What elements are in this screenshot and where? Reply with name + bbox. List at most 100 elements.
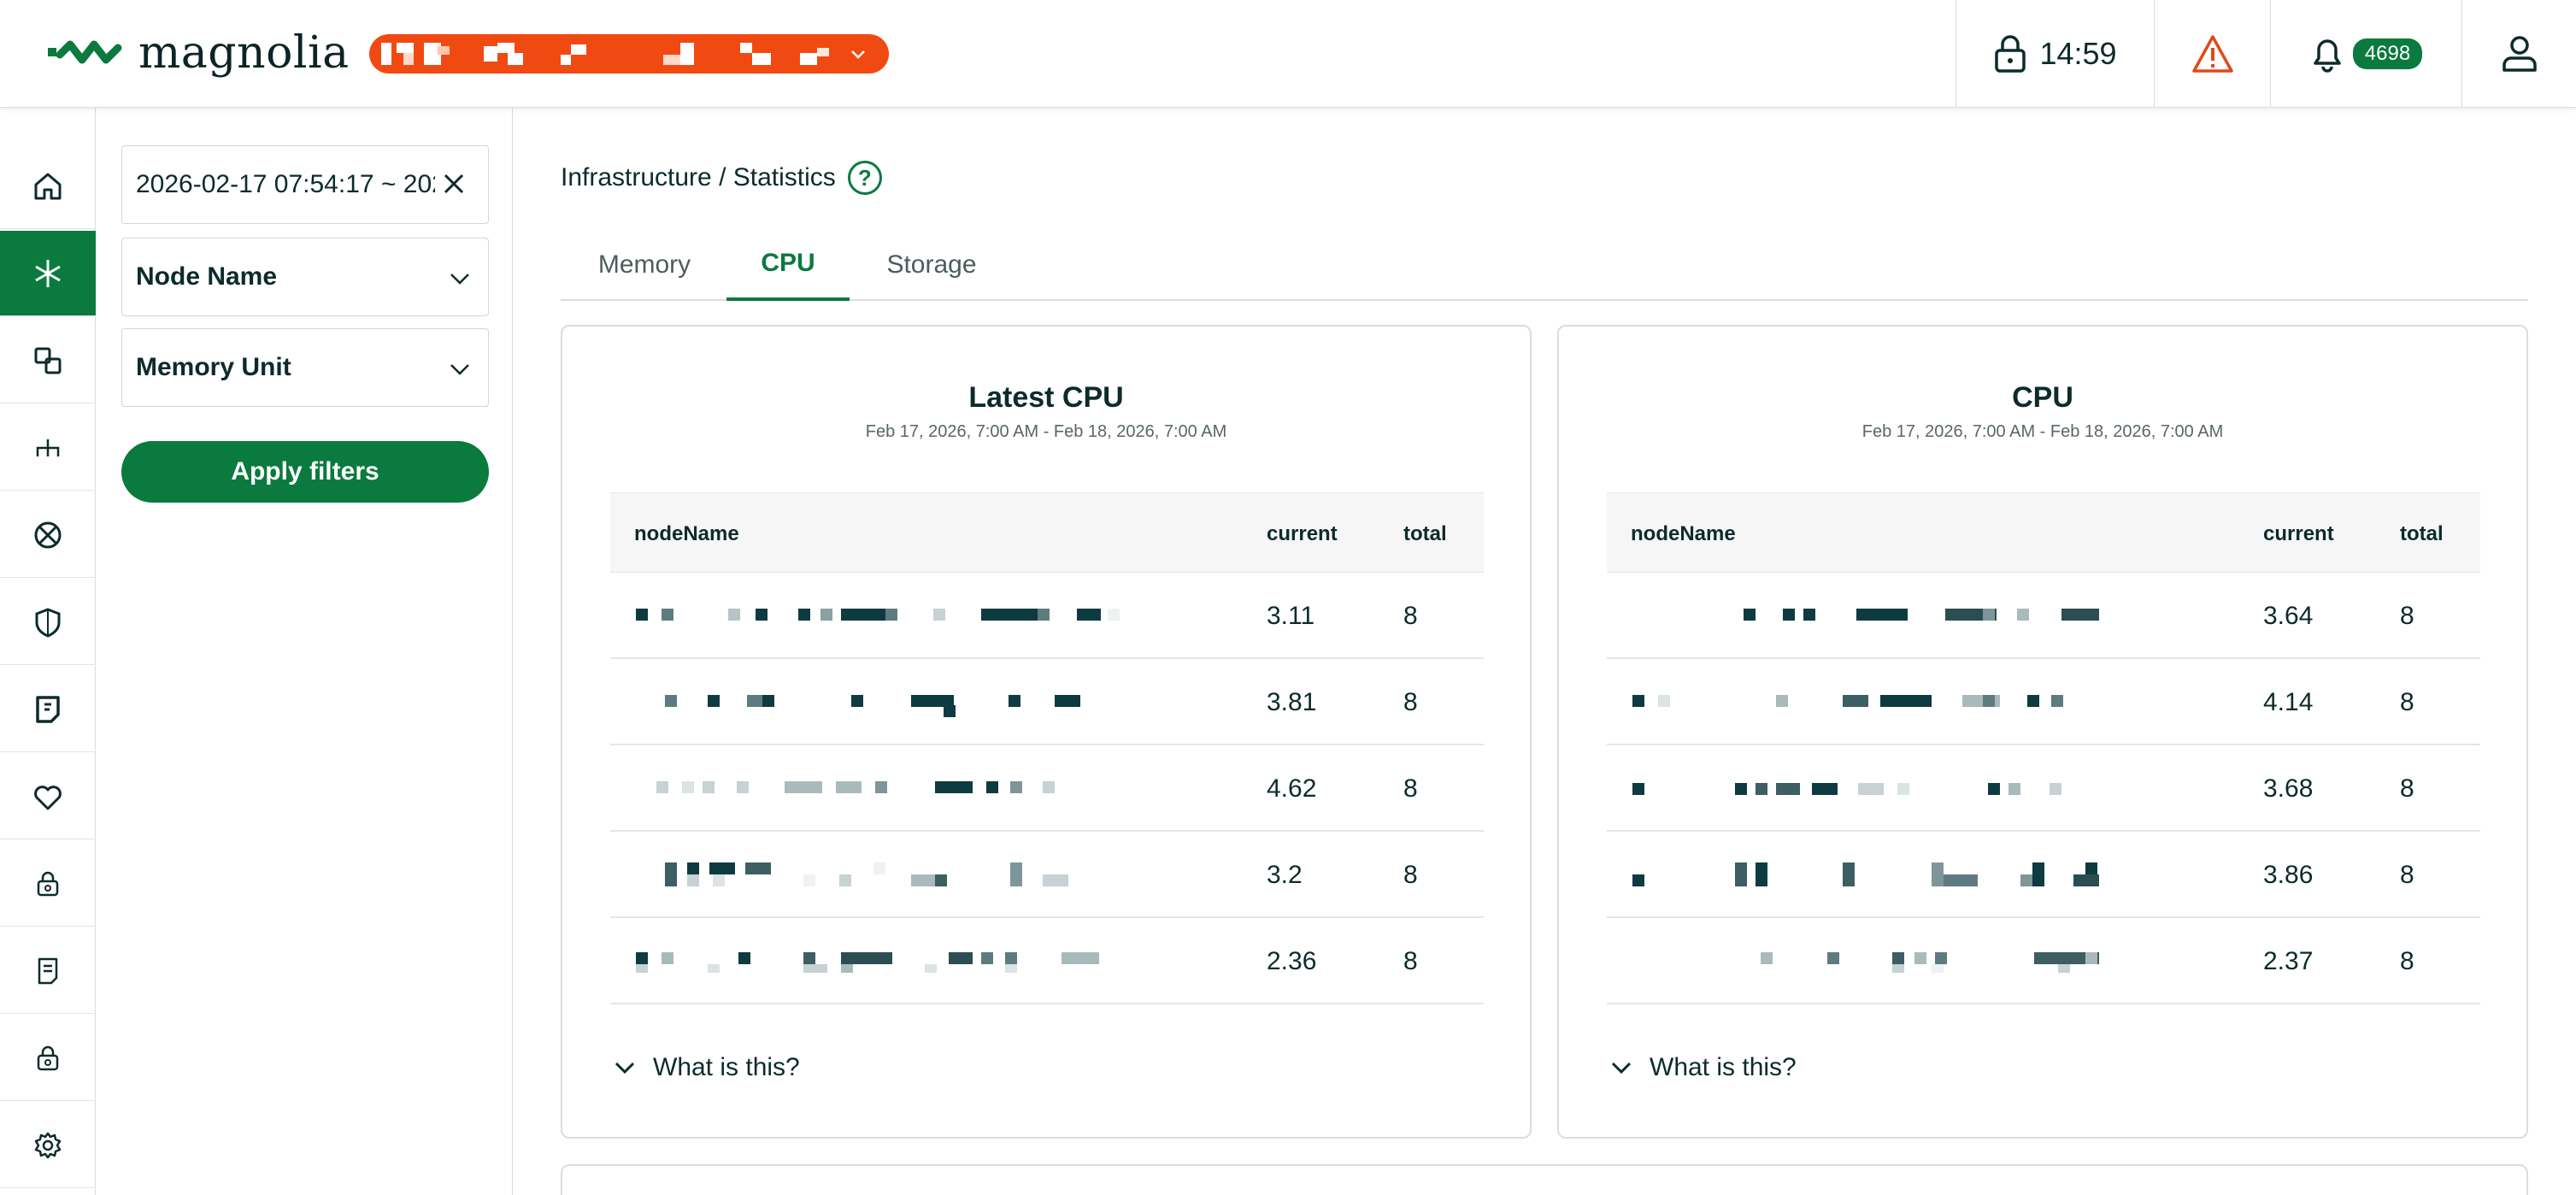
current-value: 4.14	[2263, 688, 2314, 716]
card-subtitle: Feb 17, 2026, 7:00 AM - Feb 18, 2026, 7:…	[1861, 422, 2224, 441]
topology-icon	[36, 439, 60, 456]
value-cell-bg	[1157, 918, 1484, 1004]
nav-nodes[interactable]	[0, 318, 96, 403]
nav-blocked[interactable]	[0, 492, 96, 578]
warning-icon	[2191, 35, 2233, 73]
table-row[interactable]: 2.37 8	[1607, 918, 2480, 1004]
current-value: 3.11	[1267, 602, 1315, 630]
session-timer[interactable]: 14:59	[1956, 0, 2154, 108]
next-card-partial	[561, 1164, 2528, 1195]
node-name-select[interactable]: Node Name	[121, 238, 489, 316]
table-row[interactable]: 3.86 8	[1607, 832, 2480, 918]
what-is-this-label: What is this?	[653, 1053, 800, 1081]
value-cell-bg	[2154, 745, 2480, 832]
what-is-this-toggle[interactable]: What is this?	[614, 1053, 800, 1082]
nav-settings[interactable]	[0, 1103, 96, 1188]
environment-selector[interactable]	[369, 34, 889, 74]
nav-infrastructure[interactable]	[0, 231, 96, 316]
redacted-node-name-pixels	[636, 952, 1099, 973]
notifications-button[interactable]: 4698	[2270, 0, 2461, 108]
redacted-node-name	[1607, 573, 2154, 659]
current-value: 3.64	[2263, 602, 2314, 630]
total-value: 8	[1403, 861, 1418, 889]
column-header-current[interactable]: current	[2263, 522, 2334, 545]
redacted-node-name-pixels	[665, 695, 1080, 717]
table-row[interactable]: 4.14 8	[1607, 659, 2480, 745]
nav-topology[interactable]	[0, 405, 96, 491]
redacted-environment-name	[381, 43, 829, 65]
locked-eye-icon	[37, 871, 59, 896]
home-icon	[34, 173, 62, 199]
tab-storage[interactable]: Storage	[886, 250, 977, 279]
nav-reports[interactable]	[0, 667, 96, 752]
apply-filters-button[interactable]: Apply filters	[121, 441, 489, 503]
notification-count-badge: 4698	[2352, 38, 2423, 69]
nav-health[interactable]	[0, 754, 96, 839]
chevron-down-icon	[450, 274, 469, 285]
navigation-rail	[0, 108, 96, 1195]
blocked-icon	[34, 521, 62, 548]
table-row[interactable]: 3.81 8	[610, 659, 1484, 745]
redacted-node-name-pixels	[656, 781, 1055, 793]
tab-cpu[interactable]: CPU	[726, 229, 850, 301]
value-cell-bg	[2154, 659, 2480, 745]
memory-unit-select[interactable]: Memory Unit	[121, 328, 489, 407]
table-row[interactable]: 3.11 8	[610, 573, 1484, 659]
column-header-total[interactable]: total	[1403, 522, 1447, 545]
table-header: nodeName current total	[610, 492, 1484, 573]
current-value: 3.2	[1267, 861, 1303, 889]
session-time-text: 14:59	[2039, 36, 2117, 71]
lock-icon	[1995, 35, 2026, 73]
current-value: 4.62	[1267, 774, 1317, 803]
user-icon	[2502, 36, 2537, 72]
current-value: 2.37	[2263, 947, 2314, 975]
redacted-node-name	[1607, 832, 2154, 918]
redacted-node-name-pixels	[665, 862, 1068, 886]
current-value: 3.68	[2263, 774, 2314, 803]
statistics-tabs: Memory CPU Storage	[561, 229, 2528, 301]
redacted-node-name	[1607, 659, 2154, 745]
heart-icon	[34, 785, 62, 809]
nodes-icon	[34, 347, 62, 374]
breadcrumb: Infrastructure / Statistics ?	[561, 161, 882, 195]
table-row[interactable]: 4.62 8	[610, 745, 1484, 832]
total-value: 8	[2400, 602, 2414, 630]
report-icon	[36, 695, 60, 723]
what-is-this-toggle[interactable]: What is this?	[1610, 1053, 1797, 1082]
date-range-input[interactable]: 2026-02-17 07:54:17 ~ 2026-02-18 07:54:1…	[121, 145, 489, 224]
clear-date-icon[interactable]	[440, 170, 468, 197]
table-row[interactable]: 3.64 8	[1607, 573, 2480, 659]
tab-memory[interactable]: Memory	[597, 250, 691, 279]
column-header-total[interactable]: total	[2400, 522, 2444, 545]
table-row[interactable]: 3.2 8	[610, 832, 1484, 918]
nav-privacy[interactable]	[0, 841, 96, 927]
nav-privacy-2[interactable]	[0, 1015, 96, 1101]
user-menu-button[interactable]	[2461, 0, 2576, 108]
cpu-table: nodeName current total 3.11 8	[610, 492, 1484, 1004]
redacted-node-name-pixels	[636, 609, 1120, 621]
shield-icon	[35, 607, 61, 638]
nav-home[interactable]	[0, 144, 96, 229]
chevron-down-icon	[450, 364, 469, 375]
nav-documents[interactable]	[0, 928, 96, 1014]
value-cell-bg	[2154, 573, 2480, 659]
column-header-nodename[interactable]: nodeName	[1631, 522, 1736, 545]
redacted-node-name-pixels	[1632, 862, 2099, 886]
nav-security[interactable]	[0, 580, 96, 665]
redacted-node-name-pixels	[1761, 952, 2099, 973]
column-header-current[interactable]: current	[1267, 522, 1338, 545]
magnolia-logo[interactable]: magnolia	[48, 26, 350, 80]
column-header-nodename[interactable]: nodeName	[634, 522, 739, 545]
redacted-node-name	[610, 832, 1157, 918]
filter-panel: 2026-02-17 07:54:17 ~ 2026-02-18 07:54:1…	[96, 108, 513, 1195]
help-icon[interactable]: ?	[847, 161, 882, 195]
value-cell-bg	[2154, 832, 2480, 918]
chevron-down-icon	[615, 1062, 635, 1074]
chevron-down-icon	[1611, 1062, 1632, 1074]
value-cell-bg	[1157, 745, 1484, 832]
warnings-button[interactable]	[2154, 0, 2270, 108]
table-row[interactable]: 2.36 8	[610, 918, 1484, 1004]
table-row[interactable]: 3.68 8	[1607, 745, 2480, 832]
redacted-node-name	[1607, 745, 2154, 832]
asterisk-icon	[35, 259, 61, 287]
